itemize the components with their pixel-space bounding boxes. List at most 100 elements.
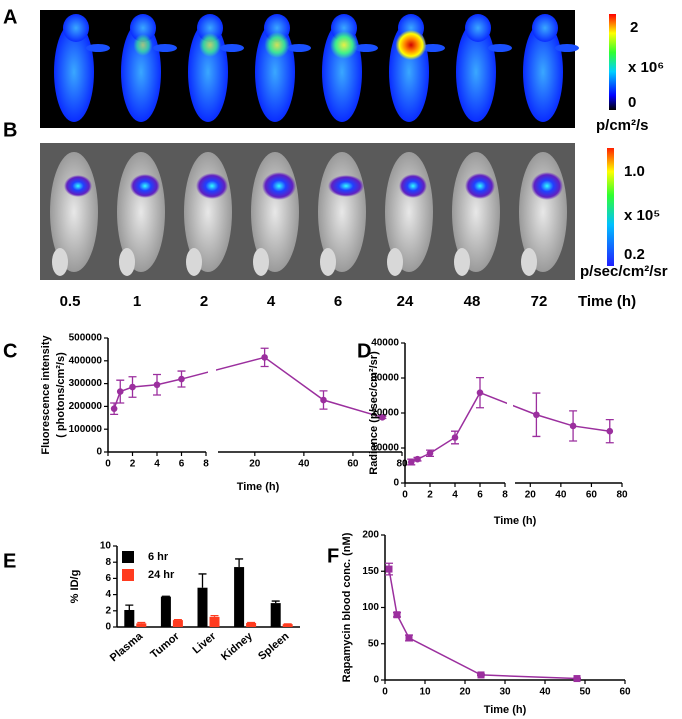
mouse-head: [532, 14, 558, 42]
colorbar-min: 0.2: [624, 246, 645, 263]
x-tick-label: 30: [499, 687, 511, 698]
x-tick-label: 20: [249, 459, 261, 470]
x-tick-label: 0: [402, 490, 408, 501]
time-point-label: 24: [397, 293, 414, 310]
paw: [153, 44, 177, 52]
x-axis-label: Time (h): [484, 704, 527, 716]
data-point: [261, 354, 268, 361]
data-point: [451, 434, 459, 441]
y-tick-label: 200000: [69, 401, 103, 412]
x-tick-label: 2: [130, 459, 136, 470]
signal: [399, 174, 427, 198]
x-tick-label: Tumor: [148, 630, 182, 661]
colorbar-max: 2: [630, 19, 638, 36]
time-axis-label: Time (h): [578, 293, 636, 310]
y-tick-label: 150: [362, 566, 379, 577]
signal: [196, 173, 228, 199]
data-point: [569, 422, 577, 430]
error-bar: [235, 558, 244, 568]
x-tick-label: Liver: [190, 630, 218, 657]
x-tick-label: 40: [298, 459, 310, 470]
bar: [136, 623, 147, 627]
data-point: [477, 671, 485, 679]
bar: [172, 620, 183, 627]
y-tick-label: 50: [368, 638, 380, 649]
y-tick-label: 4: [105, 589, 111, 600]
y-axis-label: Radiance (p/sec/cm²/sr): [368, 351, 380, 475]
colorbar-scale: x 10⁶: [628, 59, 664, 76]
signal: [330, 31, 358, 59]
y-tick-label: 0: [373, 675, 379, 686]
error-bar: [137, 621, 146, 624]
y-tick-label: 40000: [371, 338, 399, 349]
x-tick-label: Plasma: [108, 630, 146, 665]
data-point: [405, 634, 413, 642]
signal: [199, 33, 221, 57]
legend-swatch: [122, 569, 134, 581]
data-point: [606, 427, 614, 435]
signal: [465, 173, 495, 199]
time-point-label: 72: [531, 293, 548, 310]
data-point: [426, 449, 434, 457]
x-axis-label: Time (h): [237, 481, 280, 493]
y-tick-label: 300000: [69, 378, 103, 389]
paw: [387, 248, 403, 276]
data-point: [573, 675, 581, 683]
y-axis-label: Fluorescence intensity: [40, 335, 52, 455]
data-point: [129, 383, 136, 391]
mice-images: [50, 152, 567, 276]
paw: [86, 44, 110, 52]
x-tick-label: 0: [105, 459, 111, 470]
mouse-head: [465, 14, 491, 42]
y-tick-label: 8: [105, 557, 111, 568]
time-point-label: 6: [334, 293, 342, 310]
time-point-label: 1: [133, 293, 141, 310]
x-tick-label: 40: [539, 687, 551, 698]
panel-label: E: [3, 550, 16, 572]
paw: [454, 248, 470, 276]
paw: [287, 44, 311, 52]
legend-swatch: [122, 551, 134, 563]
y-tick-label: 10: [100, 541, 112, 552]
data-point: [320, 396, 327, 404]
x-tick-label: 60: [347, 459, 359, 470]
y-tick-label: 0: [96, 447, 102, 458]
bar: [209, 616, 220, 627]
time-point-label: 4: [267, 293, 276, 310]
x-tick-label: 8: [502, 490, 508, 501]
y-tick-label: 100: [362, 602, 379, 613]
y-tick-label: 400000: [69, 355, 103, 366]
mouse: [523, 22, 563, 122]
signal: [328, 175, 364, 197]
signal: [130, 174, 160, 198]
bar: [197, 587, 208, 627]
paw: [119, 248, 135, 276]
x-tick-label: 0: [382, 687, 388, 698]
x-tick-label: Kidney: [219, 630, 255, 663]
y-axis-label: % ID/g: [69, 570, 81, 604]
y-tick-label: 10000: [371, 443, 399, 454]
paw: [521, 248, 537, 276]
bar: [234, 567, 245, 627]
x-tick-label: 6: [477, 490, 483, 501]
colorbar: [607, 148, 614, 266]
paw: [52, 248, 68, 276]
data-point: [116, 388, 124, 395]
data-line: [113, 356, 383, 419]
data-line: [388, 568, 578, 680]
bar: [124, 609, 135, 627]
x-tick-label: 8: [203, 459, 209, 470]
bar: [246, 622, 257, 627]
axis-break: [507, 338, 513, 481]
paw: [253, 248, 269, 276]
x-tick-label: 80: [616, 490, 628, 501]
panel-label: F: [327, 545, 339, 567]
data-point: [379, 414, 386, 421]
x-tick-label: 20: [459, 687, 471, 698]
x-tick-label: 20: [525, 490, 537, 501]
x-tick-label: 60: [619, 687, 631, 698]
colorbar: [609, 14, 616, 110]
data-point: [153, 381, 161, 389]
paw: [555, 44, 579, 52]
